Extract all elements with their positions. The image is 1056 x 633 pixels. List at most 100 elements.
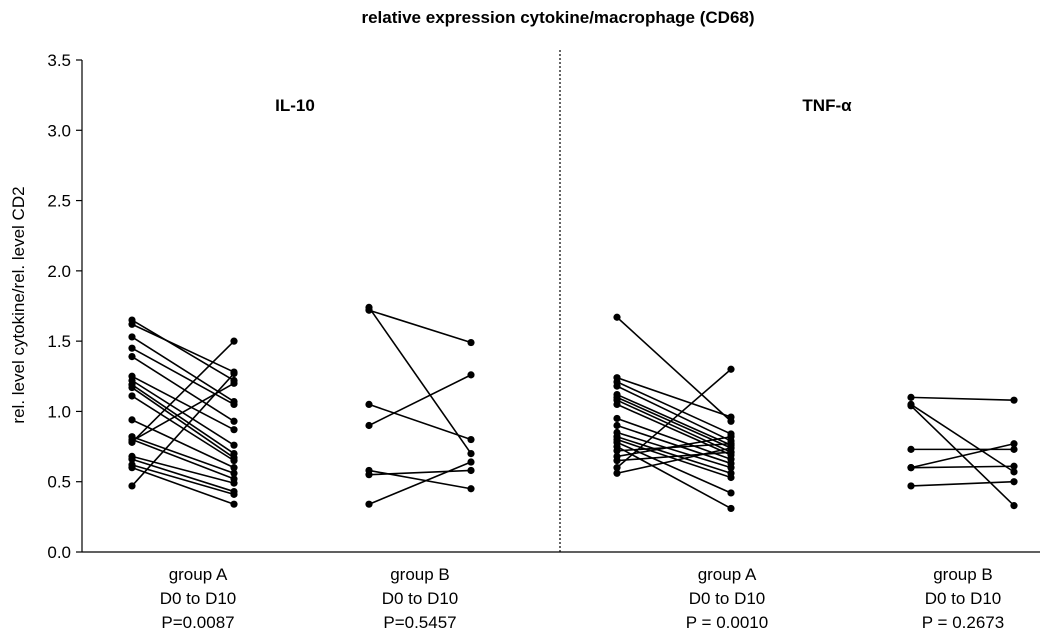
pair-line <box>368 306 472 455</box>
point-d10 <box>230 400 238 408</box>
y-tick-label: 0.5 <box>47 473 71 492</box>
y-ticks: 0.0 0.5 1.0 1.5 2.0 2.5 3.0 3.5 <box>47 51 82 562</box>
point-d0 <box>907 482 915 490</box>
pair-line <box>910 403 1015 473</box>
y-tick-label: 0.0 <box>47 543 71 562</box>
pair-line <box>131 375 235 431</box>
group-label-line: P=0.5457 <box>383 613 456 632</box>
point-d10 <box>727 489 735 497</box>
group-label-line: D0 to D10 <box>382 589 459 608</box>
y-tick-label: 1.5 <box>47 332 71 351</box>
pair-line <box>131 384 235 455</box>
point-d10 <box>230 441 238 449</box>
point-d0 <box>613 469 621 477</box>
point-d10 <box>230 417 238 425</box>
point-d10 <box>1010 502 1018 510</box>
pair-line <box>616 393 732 446</box>
group-label-line: group A <box>169 565 228 584</box>
pair-line <box>368 403 472 441</box>
data-marks <box>128 303 1018 513</box>
point-d0 <box>613 447 621 455</box>
point-d10 <box>467 435 475 444</box>
pair-line <box>616 445 732 510</box>
pair-line <box>616 435 732 475</box>
pair-line <box>131 319 235 382</box>
pair-line <box>616 403 732 456</box>
point-d10 <box>1010 396 1018 404</box>
pair-line <box>131 336 235 403</box>
y-tick-label: 2.5 <box>47 192 71 211</box>
point-d0 <box>128 383 136 392</box>
group-label-line: D0 to D10 <box>925 589 1002 608</box>
point-d10 <box>727 504 735 513</box>
pair-line <box>616 399 732 453</box>
group-label-il10-b: group B D0 to D10 P=0.5457 <box>382 565 459 632</box>
group-label-tnf-a: group A D0 to D10 P = 0.0010 <box>686 565 768 632</box>
pair-line <box>616 316 732 422</box>
pair-line <box>616 431 732 469</box>
point-d0 <box>907 464 915 472</box>
panel-title-tnf: TNF-α <box>802 96 852 115</box>
group-label-line: group B <box>390 565 450 584</box>
pair-line <box>131 323 235 373</box>
pair-line <box>368 461 472 505</box>
pair-line <box>910 465 1015 469</box>
point-d10 <box>727 433 735 441</box>
pair-line <box>131 372 235 487</box>
point-d0 <box>128 455 136 463</box>
chart-title: relative expression cytokine/macrophage … <box>361 8 754 27</box>
point-d0 <box>907 445 915 453</box>
point-d10 <box>230 490 238 498</box>
point-d10 <box>727 464 735 472</box>
pair-line <box>131 455 235 484</box>
y-tick-label: 1.0 <box>47 402 71 421</box>
pair-line <box>616 385 732 442</box>
pair-line <box>131 458 235 493</box>
pair-line <box>131 340 235 443</box>
group-label-line: D0 to D10 <box>689 589 766 608</box>
point-d10 <box>1010 468 1018 476</box>
pair-line <box>131 464 235 496</box>
pair-line <box>910 442 1015 469</box>
pair-line <box>131 466 235 505</box>
y-tick-label: 2.0 <box>47 262 71 281</box>
point-d10 <box>230 500 238 508</box>
group-label-line: P = 0.2673 <box>922 613 1004 632</box>
point-d10 <box>230 369 238 378</box>
pair-line <box>131 438 235 480</box>
pair-line <box>131 347 235 406</box>
point-d0 <box>365 500 373 508</box>
point-d0 <box>128 438 136 446</box>
pair-line <box>616 381 732 435</box>
pair-line <box>616 368 732 469</box>
point-d10 <box>230 479 238 487</box>
point-d10 <box>230 337 238 345</box>
point-d10 <box>1010 440 1018 448</box>
pair-line <box>616 424 732 465</box>
group-label-line: P = 0.0010 <box>686 613 768 632</box>
point-d10 <box>467 485 475 493</box>
point-d0 <box>365 306 373 314</box>
point-d0 <box>613 313 621 321</box>
point-d0 <box>128 333 136 341</box>
point-d10 <box>727 473 735 482</box>
point-d10 <box>230 426 238 434</box>
pair-line <box>616 438 732 479</box>
point-d0 <box>128 416 136 424</box>
pair-line <box>368 309 472 344</box>
pair-line <box>131 435 235 475</box>
y-tick-label: 3.5 <box>47 51 71 70</box>
y-axis-label: rel. level cytokine/rel. level CD2 <box>9 186 28 423</box>
pair-line <box>131 386 235 459</box>
pair-line <box>616 447 732 475</box>
point-d10 <box>1010 445 1018 453</box>
point-d0 <box>128 482 136 490</box>
point-d10 <box>1010 478 1018 486</box>
point-d0 <box>613 457 621 465</box>
point-d0 <box>613 382 621 390</box>
point-d0 <box>613 414 621 423</box>
point-d10 <box>727 365 735 373</box>
point-d10 <box>230 464 238 472</box>
group-label-line: P=0.0087 <box>161 613 234 632</box>
